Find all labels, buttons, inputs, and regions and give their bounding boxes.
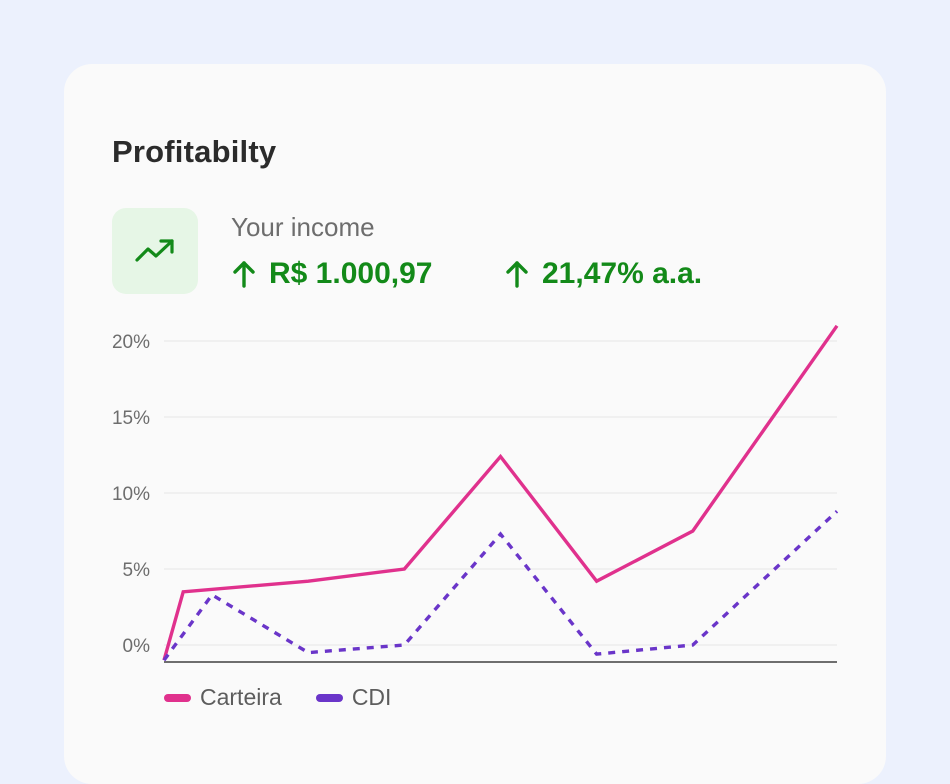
income-label: Your income (231, 212, 375, 242)
y-tick-label: 20% (112, 332, 150, 353)
trend-icon-box (112, 208, 198, 294)
arrow-up-icon (506, 261, 528, 288)
y-tick-label: 5% (123, 560, 151, 581)
line-chart: 0% 5% 10% 15% 20% (112, 324, 839, 663)
rate-stat: 21,47% a.a. (506, 254, 702, 294)
legend-swatch (164, 693, 191, 702)
income-stat: R$ 1.000,97 (233, 254, 432, 294)
arrow-up-icon (233, 261, 255, 288)
series-line-cdi[interactable] (162, 509, 839, 662)
profitability-card: Profitabilty Your income R$ 1.000,97 21,… (64, 64, 886, 784)
trending-up-icon (135, 239, 174, 262)
legend-swatch (315, 693, 343, 702)
series-line-carteira[interactable] (162, 324, 839, 661)
rate-value: 21,47% a.a. (542, 257, 703, 290)
legend-item-cdi[interactable]: CDI (315, 684, 392, 711)
y-tick-label: 15% (112, 408, 150, 429)
legend-label: Carteira (200, 684, 282, 710)
y-tick-label: 10% (112, 484, 150, 505)
chart-legend: Carteira CDI (164, 684, 391, 711)
income-value: R$ 1.000,97 (269, 257, 433, 290)
y-tick-label: 0% (123, 636, 151, 657)
legend-label: CDI (351, 684, 392, 710)
legend-item-carteira[interactable]: Carteira (164, 684, 282, 711)
card-title: Profitabilty (112, 134, 277, 169)
